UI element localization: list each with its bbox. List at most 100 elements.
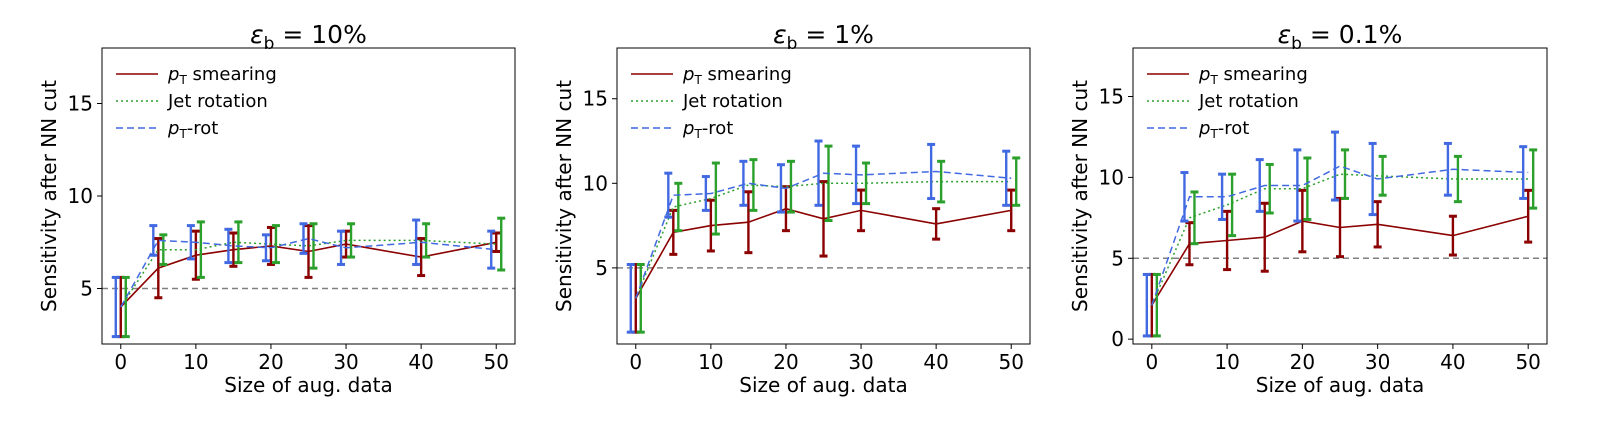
errorbar	[422, 222, 431, 259]
x-tick-label: 0	[629, 350, 642, 374]
x-tick-label: 40	[1440, 350, 1465, 374]
errorbar	[1378, 154, 1387, 197]
title-subscript: b	[1291, 34, 1302, 54]
legend-label-smearing: pT smearing	[167, 64, 277, 87]
series-rotation	[1151, 148, 1538, 338]
legend-subscript: T	[1209, 73, 1218, 87]
errorbar	[706, 198, 715, 253]
x-tick-label: 20	[258, 350, 283, 374]
errorbar	[669, 208, 678, 256]
errorbar	[412, 218, 421, 266]
errorbar	[937, 159, 946, 204]
errorbar	[786, 159, 795, 214]
x-tick-label: 40	[408, 350, 433, 374]
errorbar	[927, 142, 936, 201]
y-tick-label: 15	[68, 92, 93, 116]
legend-label-rotation: Jet rotation	[167, 91, 268, 112]
y-tick-label: 10	[1099, 165, 1124, 189]
errorbar	[664, 171, 673, 219]
x-tick-label: 10	[1214, 350, 1239, 374]
legend-text: smearing	[1218, 64, 1308, 85]
series-line-rotation	[120, 239, 497, 308]
errorbar	[1142, 272, 1151, 338]
errorbar	[1260, 201, 1269, 273]
title-subscript: b	[264, 34, 275, 54]
errorbar	[1007, 188, 1016, 233]
y-tick-label: 0	[1111, 327, 1124, 351]
series-smearing	[631, 180, 1016, 334]
errorbar	[781, 185, 790, 233]
errorbar	[487, 229, 496, 270]
legend-text: Jet rotation	[167, 91, 268, 112]
errorbar	[1002, 149, 1011, 207]
errorbar	[1443, 141, 1452, 197]
x-axis-label: Size of aug. data	[1256, 373, 1424, 397]
errorbar	[636, 263, 645, 334]
x-tick-label: 30	[333, 350, 358, 374]
legend-math: p	[167, 118, 179, 139]
errorbar	[776, 163, 785, 214]
x-tick-label: 50	[999, 350, 1024, 374]
x-tick-label: 20	[773, 350, 798, 374]
y-tick-label: 10	[68, 184, 93, 208]
title-rest: = 1%	[797, 20, 874, 49]
x-tick-label: 20	[1290, 350, 1315, 374]
errorbar	[299, 222, 308, 255]
x-tick-label: 40	[923, 350, 948, 374]
errorbar	[271, 224, 280, 265]
errorbar	[1298, 188, 1307, 254]
legend-subscript: T	[1209, 127, 1218, 141]
errorbar	[1255, 158, 1264, 213]
errorbar	[862, 161, 871, 206]
errorbar	[1265, 162, 1274, 215]
legend-text: smearing	[702, 64, 792, 85]
y-tick-label: 15	[583, 87, 608, 111]
errorbar	[814, 139, 823, 207]
errorbar	[229, 231, 238, 268]
series-rotation	[120, 216, 506, 339]
x-tick-label: 30	[848, 350, 873, 374]
title-symbol: ε	[250, 20, 264, 49]
legend-label-smearing: pT smearing	[682, 64, 792, 87]
errorbar	[191, 229, 200, 281]
errorbar	[497, 216, 506, 272]
legend-math: p	[1198, 64, 1210, 85]
errorbar	[347, 222, 356, 259]
y-tick-label: 5	[595, 256, 608, 280]
errorbar	[1368, 141, 1377, 217]
y-axis-label: Sensitivity after NN cut	[1068, 80, 1092, 312]
errorbar	[224, 227, 233, 265]
errorbar	[234, 220, 243, 265]
errorbar	[1519, 145, 1528, 200]
errorbar	[1218, 172, 1227, 221]
legend-text: -rot	[1218, 118, 1250, 139]
x-tick-label: 50	[1515, 350, 1540, 374]
legend-subscript: T	[178, 127, 187, 141]
errorbar	[1373, 200, 1382, 249]
legend-subscript: T	[178, 73, 187, 87]
title-symbol: ε	[773, 20, 787, 49]
errorbar	[1228, 172, 1237, 238]
y-tick-label: 15	[1099, 85, 1124, 109]
errorbar	[1293, 148, 1302, 223]
errorbar	[266, 225, 275, 266]
legend-label-smearing: pT smearing	[1198, 64, 1308, 87]
x-tick-label: 30	[1365, 350, 1390, 374]
x-axis-label: Size of aug. data	[224, 373, 392, 397]
legend-text: Jet rotation	[1198, 91, 1299, 112]
legend-label-rotation: Jet rotation	[682, 91, 783, 112]
errorbar	[626, 263, 635, 334]
errorbar	[304, 224, 313, 279]
x-tick-label: 0	[114, 350, 127, 374]
errorbar	[149, 224, 158, 257]
errorbar	[337, 229, 346, 266]
errorbar	[1012, 156, 1021, 207]
series-line-pt-rot	[120, 237, 497, 308]
title-rest: = 10%	[274, 20, 366, 49]
legend-label-pt-rot: pT-rot	[1198, 118, 1249, 141]
plot-frame	[1132, 47, 1548, 345]
series-rotation	[635, 144, 1021, 334]
series-pt-rot	[111, 218, 497, 339]
